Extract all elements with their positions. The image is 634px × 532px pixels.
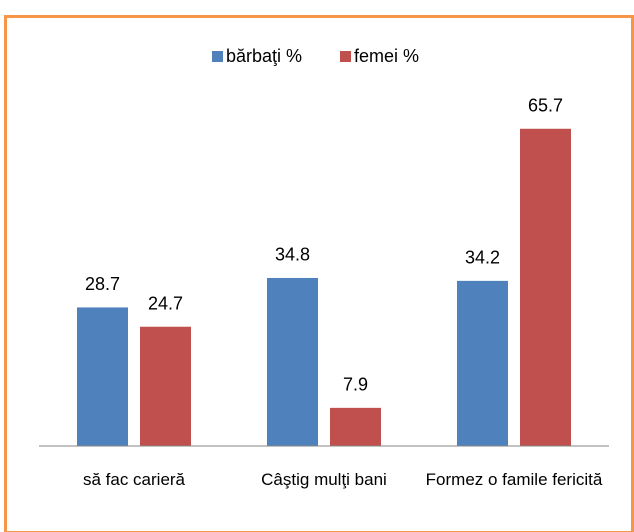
value-label: 28.7: [85, 274, 120, 294]
legend-swatch: [212, 51, 223, 62]
bar: [140, 326, 191, 446]
x-tick-label: să fac carieră: [82, 470, 186, 489]
value-label: 24.7: [148, 293, 183, 313]
bar: [457, 280, 508, 446]
legend-swatch: [340, 51, 351, 62]
bar: [520, 128, 571, 446]
x-tick-label: Câştig mulţi bani: [261, 470, 387, 489]
bar: [267, 277, 318, 446]
value-label: 7.9: [343, 375, 368, 395]
value-label: 34.8: [275, 245, 310, 265]
bar: [330, 407, 381, 446]
x-tick-label: Formez o famile fericită: [425, 470, 603, 489]
legend-label: femei %: [354, 46, 419, 66]
value-label: 65.7: [528, 96, 563, 116]
bar: [77, 307, 128, 446]
value-label: 34.2: [465, 248, 500, 268]
legend-label: bărbaţi %: [226, 46, 302, 66]
